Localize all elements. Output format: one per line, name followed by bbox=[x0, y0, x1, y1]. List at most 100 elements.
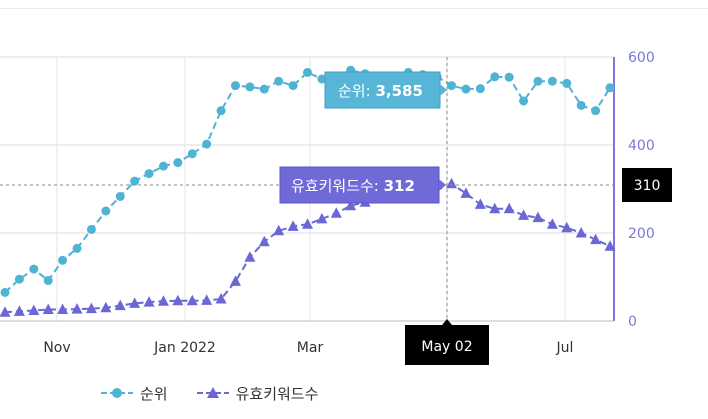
rank-point bbox=[101, 206, 111, 216]
svg-text:유효키워드수: 312: 유효키워드수: 312 bbox=[291, 177, 415, 195]
rank-point bbox=[274, 76, 284, 86]
crosshair-y-label: 310 bbox=[622, 168, 672, 202]
legend-rank-swatch bbox=[101, 388, 133, 398]
rank-point bbox=[562, 78, 572, 88]
rank-point bbox=[216, 106, 226, 116]
keyword-point bbox=[546, 218, 558, 229]
rank-point bbox=[230, 81, 240, 91]
rank-point bbox=[317, 74, 327, 84]
rank-point bbox=[58, 255, 68, 265]
rank-point bbox=[144, 169, 154, 179]
rank-point bbox=[245, 82, 255, 92]
legend-item-rank[interactable]: 순위 bbox=[100, 383, 168, 404]
keyword-point bbox=[345, 199, 357, 211]
keyword-point bbox=[215, 293, 227, 304]
keyword-point bbox=[186, 294, 198, 306]
y-tick-400: 400 bbox=[628, 138, 655, 154]
tooltip-kw-label: 유효키워드수: bbox=[291, 177, 384, 195]
rank-point bbox=[130, 176, 140, 186]
rank-point bbox=[86, 224, 96, 234]
y-tick-0: 0 bbox=[628, 314, 637, 330]
rank-point bbox=[591, 106, 601, 116]
y-tick-600: 600 bbox=[628, 50, 655, 66]
keyword-point bbox=[143, 296, 155, 307]
legend: 순위 유효키워드수 bbox=[100, 378, 318, 408]
keyword-point bbox=[518, 209, 530, 220]
rank-point bbox=[0, 287, 10, 297]
tooltip-rank-value: 3,585 bbox=[375, 82, 422, 100]
rank-point bbox=[547, 76, 557, 86]
rank-point bbox=[490, 72, 500, 82]
keyword-point bbox=[157, 295, 169, 306]
rank-point bbox=[447, 81, 457, 91]
keyword-point bbox=[287, 220, 299, 231]
rank-point bbox=[504, 72, 514, 82]
x-tick-nov: Nov bbox=[43, 340, 70, 356]
keyword-point bbox=[85, 302, 97, 314]
keyword-point bbox=[258, 235, 270, 247]
keyword-point bbox=[244, 251, 256, 262]
keyword-point bbox=[57, 303, 69, 315]
rank-point bbox=[72, 243, 82, 253]
x-tick-jul: Jul bbox=[556, 340, 574, 356]
rank-point bbox=[576, 100, 586, 110]
rank-point bbox=[259, 84, 269, 94]
keyword-point bbox=[575, 227, 587, 238]
svg-text:310: 310 bbox=[634, 178, 661, 194]
y-tick-200: 200 bbox=[628, 226, 655, 242]
keyword-point bbox=[302, 218, 313, 229]
rank-point bbox=[475, 84, 485, 94]
rank-point bbox=[158, 161, 168, 171]
tooltip-kw-value: 312 bbox=[384, 177, 415, 195]
keyword-point bbox=[42, 303, 54, 315]
rank-point bbox=[303, 67, 312, 77]
keyword-point bbox=[561, 221, 573, 233]
svg-text:순위: 3,585: 순위: 3,585 bbox=[338, 82, 423, 100]
rank-point bbox=[519, 96, 529, 106]
keyword-point bbox=[273, 224, 285, 236]
keyword-point bbox=[28, 304, 40, 315]
keyword-point bbox=[590, 233, 602, 245]
tooltip-rank-label: 순위: bbox=[338, 82, 375, 100]
keyword-point bbox=[503, 202, 515, 214]
keyword-point bbox=[172, 294, 184, 306]
rank-point bbox=[461, 84, 471, 94]
keyword-point bbox=[114, 299, 126, 311]
rank-point bbox=[115, 191, 125, 201]
keyword-point bbox=[474, 198, 486, 209]
rank-point bbox=[533, 76, 543, 86]
legend-keywords-swatch bbox=[196, 387, 229, 398]
svg-text:May 02: May 02 bbox=[421, 339, 472, 355]
rank-point bbox=[605, 83, 615, 93]
keyword-point bbox=[316, 212, 328, 224]
keyword-point bbox=[446, 177, 458, 189]
tooltip-keywords: 유효키워드수: 312 bbox=[279, 166, 446, 204]
keyword-point bbox=[229, 275, 241, 286]
rank-point bbox=[202, 139, 212, 149]
keyword-point bbox=[71, 303, 83, 314]
keyword-point bbox=[604, 240, 616, 251]
top-divider bbox=[0, 0, 708, 9]
keyword-point bbox=[330, 207, 342, 218]
keyword-point bbox=[460, 187, 472, 198]
rank-point bbox=[43, 276, 53, 286]
keyword-point bbox=[201, 294, 213, 305]
x-tick-mar: Mar bbox=[297, 340, 324, 356]
keyword-point bbox=[489, 202, 501, 214]
series-keywords bbox=[0, 177, 616, 317]
legend-rank-label: 순위 bbox=[140, 384, 168, 403]
rank-point bbox=[29, 264, 39, 274]
keyword-point bbox=[129, 297, 141, 308]
tooltip-rank: 순위: 3,585 bbox=[324, 71, 447, 109]
rank-point bbox=[187, 149, 197, 159]
rank-point bbox=[14, 274, 24, 284]
keyword-point bbox=[100, 301, 112, 313]
rank-point bbox=[173, 158, 183, 168]
keyword-point bbox=[13, 305, 25, 316]
chart-plot: 600 400 200 0 Nov Jan 2022 Mar Jul May 0… bbox=[0, 50, 672, 365]
crosshair-x-label: May 02 bbox=[405, 319, 489, 365]
legend-keywords-label: 유효키워드수 bbox=[235, 384, 319, 403]
x-tick-jan-2022: Jan 2022 bbox=[153, 340, 216, 356]
rank-point bbox=[288, 81, 298, 91]
legend-item-keywords[interactable]: 유효키워드수 bbox=[196, 383, 319, 404]
